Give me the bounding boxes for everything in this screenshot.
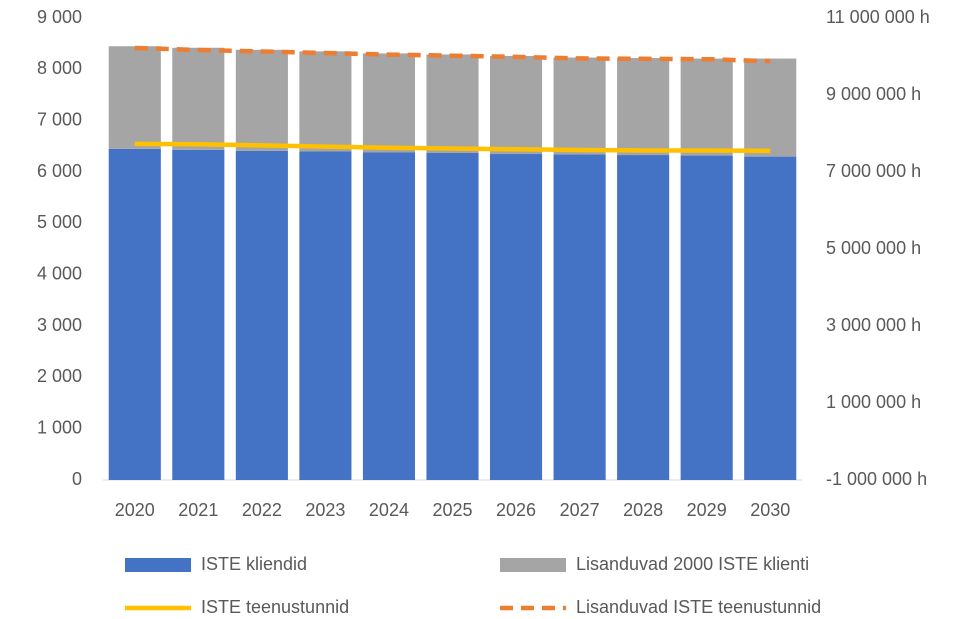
bar <box>235 49 288 151</box>
x-tick-label: 2024 <box>369 500 409 520</box>
bar <box>426 54 479 154</box>
y2-tick-label: 3 000 000 h <box>826 315 921 335</box>
bar <box>362 53 416 153</box>
y2-tick-label: 5 000 000 h <box>826 238 921 258</box>
y-tick-label: 8 000 <box>37 58 82 78</box>
bar <box>108 148 161 480</box>
y-tick-label: 4 000 <box>37 263 82 283</box>
y2-tick-label: -1 000 000 h <box>826 469 927 489</box>
bar <box>299 51 352 152</box>
bar <box>617 155 670 480</box>
bar <box>489 154 543 481</box>
y2-tick-label: 7 000 000 h <box>826 161 921 181</box>
bar <box>744 156 797 480</box>
legend-label: ISTE teenustunnid <box>201 597 349 617</box>
line <box>134 45 771 64</box>
y-tick-label: 6 000 <box>37 161 82 181</box>
y-tick-label: 1 000 <box>37 417 82 437</box>
y-tick-label: 5 000 <box>37 212 82 232</box>
y-tick-label: 7 000 <box>37 109 82 129</box>
y-tick-label: 9 000 <box>37 7 82 27</box>
bar <box>235 150 288 480</box>
bar <box>744 58 797 157</box>
x-tick-label: 2029 <box>687 500 727 520</box>
x-tick-label: 2022 <box>242 500 282 520</box>
legend-label: Lisanduvad 2000 ISTE klienti <box>576 554 809 574</box>
x-tick-label: 2027 <box>560 500 600 520</box>
bar <box>680 155 733 480</box>
x-tick-label: 2020 <box>115 500 155 520</box>
bar <box>680 58 733 156</box>
y2-tick-label: 11 000 000 h <box>826 7 930 27</box>
bar <box>299 151 352 480</box>
bar <box>553 154 606 480</box>
bar <box>426 153 479 481</box>
bar <box>489 55 543 155</box>
bar <box>172 47 225 150</box>
bar <box>108 46 161 149</box>
legend-swatch <box>125 558 191 572</box>
legend-swatch <box>500 558 566 572</box>
bar <box>553 57 606 155</box>
line <box>134 141 771 154</box>
legend-label: ISTE kliendid <box>201 554 307 574</box>
x-tick-label: 2030 <box>750 500 790 520</box>
bar <box>172 149 225 480</box>
bar <box>617 58 670 156</box>
x-tick-label: 2028 <box>623 500 663 520</box>
y-tick-label: 3 000 <box>37 315 82 335</box>
y2-tick-label: 1 000 000 h <box>826 392 921 412</box>
bar <box>362 152 416 480</box>
x-tick-label: 2026 <box>496 500 536 520</box>
y2-tick-label: 9 000 000 h <box>826 84 921 104</box>
legend-label: Lisanduvad ISTE teenustunnid <box>576 597 821 617</box>
x-tick-label: 2023 <box>305 500 345 520</box>
x-tick-label: 2025 <box>432 500 472 520</box>
y-tick-label: 0 <box>72 469 82 489</box>
x-tick-label: 2021 <box>178 500 218 520</box>
y-tick-label: 2 000 <box>37 366 82 386</box>
